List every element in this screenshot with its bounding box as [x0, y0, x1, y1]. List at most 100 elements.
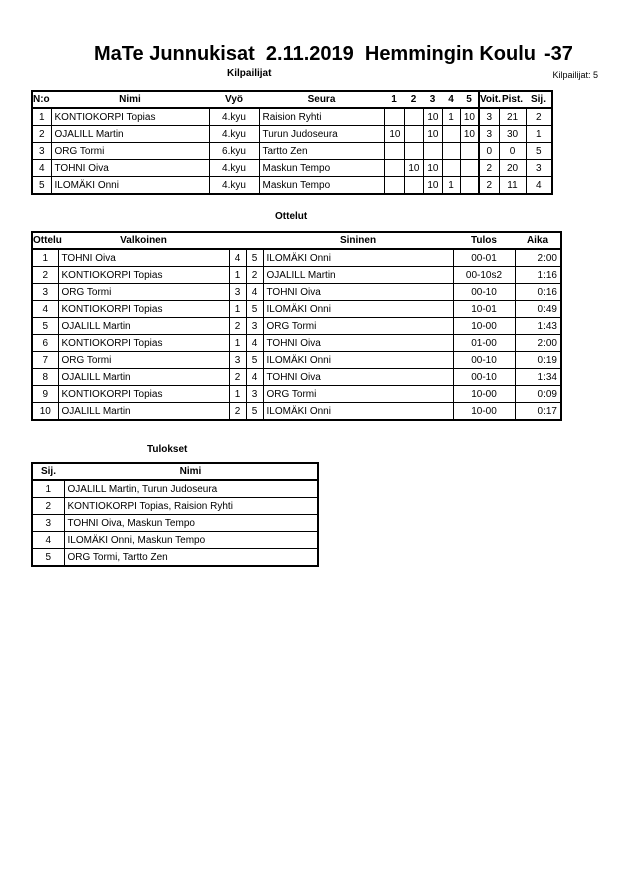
competitor-cell: 10 [422, 107, 443, 126]
match-cell: 9 [31, 385, 59, 403]
competitor-cell [403, 176, 424, 195]
match-cell: TOHNI Oiva [262, 368, 454, 386]
competitor-cell: 30 [498, 125, 527, 143]
result-cell: 5 [31, 548, 65, 567]
match-cell: 10-00 [452, 317, 516, 335]
match-cell: KONTIOKORPI Topias [57, 385, 230, 403]
competitor-cell [441, 159, 461, 177]
match-row: 8 OJALILL Martin 2 4 TOHNI Oiva 00-10 1:34 [31, 368, 562, 386]
col-header: 1 [384, 91, 404, 109]
col-header: Nimi [51, 91, 209, 109]
competitor-cell: 3 [478, 125, 500, 143]
match-cell: 8 [31, 368, 59, 386]
competitor-cell: 20 [498, 159, 527, 177]
results-table: Sij. Nimi 1 OJALILL Martin, Turun Judoseu… [31, 462, 319, 567]
competitor-cell [403, 142, 424, 160]
result-row: 5 ORG Tormi, Tartto Zen [31, 548, 319, 567]
competitor-row: 3 ORG Tormi 6.kyu Tartto Zen 0 0 5 [31, 142, 553, 160]
competitor-cell: Tartto Zen [258, 142, 385, 160]
col-header: 4 [442, 91, 460, 109]
competitor-cell [422, 142, 443, 160]
competitor-cell: TOHNI Oiva [50, 159, 210, 177]
match-cell: 10-01 [452, 300, 516, 318]
competitor-cell [403, 107, 424, 126]
result-row: 4 ILOMÄKI Onni, Maskun Tempo [31, 531, 319, 549]
competitor-cell [383, 107, 405, 126]
competitor-cell: 10 [422, 159, 443, 177]
match-cell: ORG Tormi [262, 317, 454, 335]
competitor-cell: 10 [403, 159, 424, 177]
match-cell: ILOMÄKI Onni [262, 300, 454, 318]
match-row: 1 TOHNI Oiva 4 5 ILOMÄKI Onni 00-01 2:00 [31, 248, 562, 267]
competitor-cell: 3 [31, 142, 52, 160]
col-header: 2 [404, 91, 423, 109]
col-header: Nimi [64, 463, 318, 481]
match-cell: 4 [245, 283, 264, 301]
competitor-row: 4 TOHNI Oiva 4.kyu Maskun Tempo 10 10 2 20 3 [31, 159, 553, 177]
competitor-cell: 2 [478, 176, 500, 195]
competitor-cell: 2 [525, 107, 553, 126]
match-cell: 5 [245, 351, 264, 369]
competitor-cell: ILOMÄKI Onni [50, 176, 210, 195]
match-cell: KONTIOKORPI Topias [57, 334, 230, 352]
competitor-cell: Maskun Tempo [258, 159, 385, 177]
match-cell: 1 [228, 266, 247, 284]
match-cell: 4 [245, 334, 264, 352]
competitor-cell [459, 176, 480, 195]
competitor-cell: 3 [478, 107, 500, 126]
match-cell: 5 [245, 402, 264, 421]
result-row: 3 TOHNI Oiva, Maskun Tempo [31, 514, 319, 532]
competitor-cell: 2 [31, 125, 52, 143]
competitor-cell [383, 142, 405, 160]
competitor-cell: 1 [31, 107, 52, 126]
competitor-cell: 0 [478, 142, 500, 160]
competitor-cell: Maskun Tempo [258, 176, 385, 195]
col-header: Voit. [478, 91, 501, 109]
match-cell: 0:17 [514, 402, 562, 421]
weight-category: -37 [544, 43, 573, 65]
match-cell: ILOMÄKI Onni [262, 402, 454, 421]
competitor-row: 5 ILOMÄKI Onni 4.kyu Maskun Tempo 10 1 2 11 4 [31, 176, 553, 195]
result-cell: 3 [31, 514, 65, 532]
result-cell: TOHNI Oiva, Maskun Tempo [63, 514, 319, 532]
match-cell: 3 [228, 351, 247, 369]
competitor-cell: 10 [383, 125, 405, 143]
match-cell: 01-00 [452, 334, 516, 352]
competitor-cell: ORG Tormi [50, 142, 210, 160]
competitor-cell: 10 [459, 125, 480, 143]
match-cell: 2 [228, 368, 247, 386]
competitor-cell: 4.kyu [208, 125, 260, 143]
competitor-cell: 6.kyu [208, 142, 260, 160]
match-cell: 1:43 [514, 317, 562, 335]
match-cell: 1:16 [514, 266, 562, 284]
competitor-cell [383, 159, 405, 177]
competitor-cell [459, 142, 480, 160]
match-cell: 0:49 [514, 300, 562, 318]
match-row: 5 OJALILL Martin 2 3 ORG Tormi 10-00 1:43 [31, 317, 562, 335]
competitor-cell: 10 [459, 107, 480, 126]
matches-title: Ottelut [275, 211, 308, 222]
match-cell: ORG Tormi [262, 385, 454, 403]
col-header: Ottelu [32, 232, 62, 250]
match-cell: 10-00 [452, 402, 516, 421]
result-cell: 4 [31, 531, 65, 549]
match-cell: 3 [228, 283, 247, 301]
col-header: 3 [423, 91, 442, 109]
col-header: Sij. [526, 91, 552, 109]
competitors-title: Kilpailijat [227, 68, 272, 79]
match-cell: 00-10s2 [452, 266, 516, 284]
result-cell: OJALILL Martin, Turun Judoseura [63, 479, 319, 498]
competitor-cell: 3 [525, 159, 553, 177]
match-cell: 2:00 [514, 334, 562, 352]
competitor-cell: 2 [478, 159, 500, 177]
match-row: 10 OJALILL Martin 2 5 ILOMÄKI Onni 10-00 0:17 [31, 402, 562, 421]
competitor-row: 2 OJALILL Martin 4.kyu Turun Judoseura 10 10 1… [31, 125, 553, 143]
match-cell: 00-10 [452, 351, 516, 369]
match-cell: 10-00 [452, 385, 516, 403]
matches-table: Ottelu Valkoinen Sininen Tulos Aika 1 TOH… [31, 231, 562, 421]
match-cell: 00-01 [452, 248, 516, 267]
match-cell: 00-10 [452, 368, 516, 386]
competitor-cell: 21 [498, 107, 527, 126]
match-cell: 1 [228, 385, 247, 403]
page-title: MaTe Junnukisat 2.11.2019 Hemmingin Koul… [94, 43, 536, 65]
